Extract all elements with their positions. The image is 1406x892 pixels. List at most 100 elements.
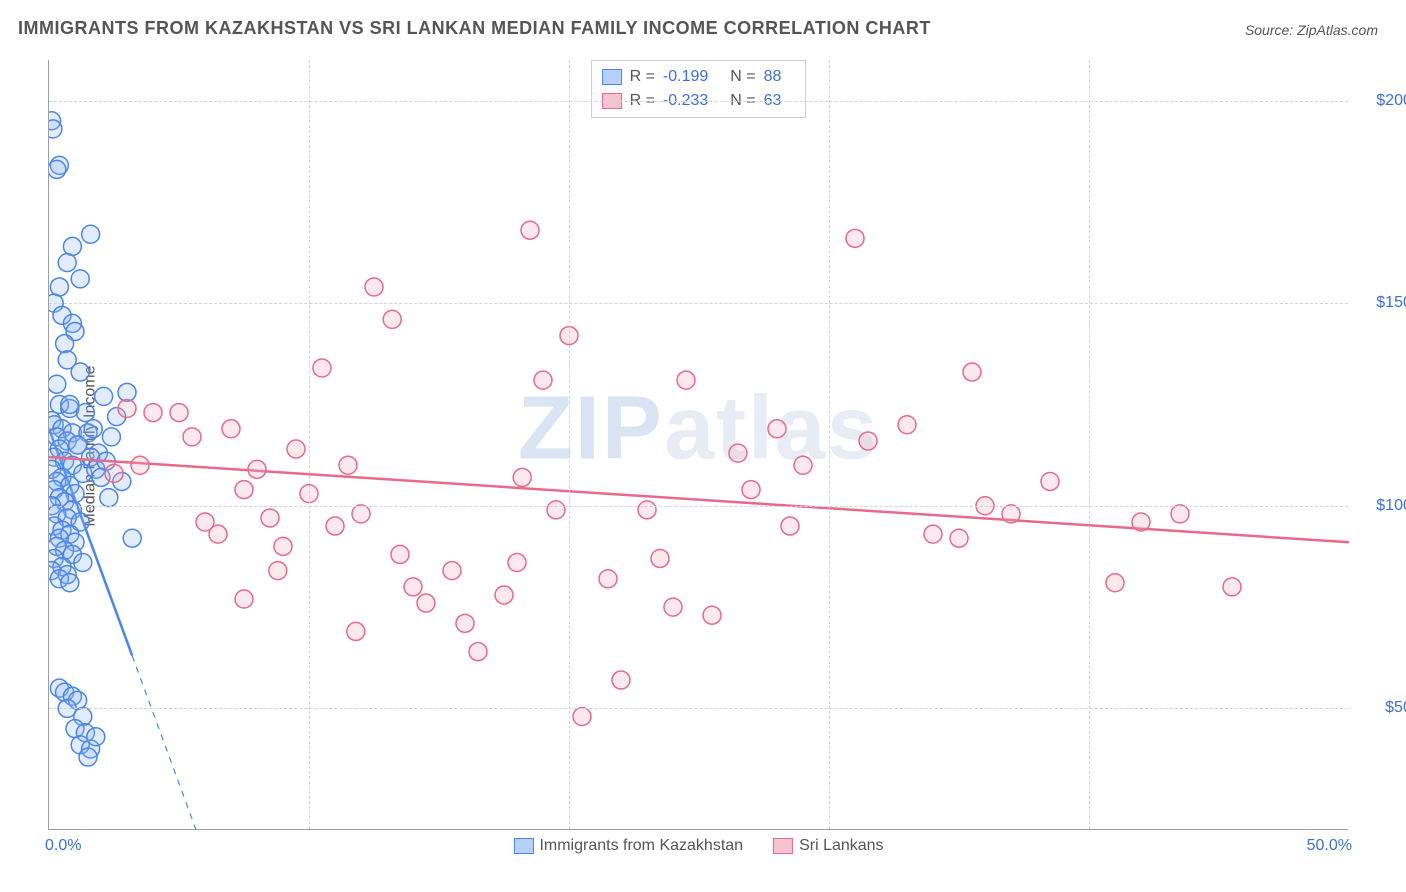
stats-n-label: N = <box>730 65 755 89</box>
y-tick-label: $50,000 <box>1353 699 1406 717</box>
data-point-srilankan <box>456 614 474 632</box>
data-point-srilankan <box>703 606 721 624</box>
legend-label: Sri Lankans <box>799 837 884 854</box>
y-gridline <box>49 303 1348 304</box>
data-point-srilankan <box>1041 472 1059 490</box>
chart-container: IMMIGRANTS FROM KAZAKHSTAN VS SRI LANKAN… <box>0 0 1406 892</box>
data-point-srilankan <box>383 310 401 328</box>
data-point-srilankan <box>612 671 630 689</box>
data-point-srilankan <box>118 400 136 418</box>
stats-swatch <box>602 69 622 85</box>
data-point-kazakhstan <box>56 335 74 353</box>
data-point-srilankan <box>1171 505 1189 523</box>
data-point-kazakhstan <box>102 428 120 446</box>
data-point-srilankan <box>794 456 812 474</box>
data-point-srilankan <box>508 554 526 572</box>
data-point-srilankan <box>222 420 240 438</box>
data-point-srilankan <box>209 525 227 543</box>
data-point-srilankan <box>391 545 409 563</box>
data-point-kazakhstan <box>50 278 68 296</box>
data-point-srilankan <box>269 562 287 580</box>
data-point-srilankan <box>248 460 266 478</box>
correlation-stats-box: R =-0.199N =88R =-0.233N =63 <box>591 60 807 118</box>
data-point-srilankan <box>404 578 422 596</box>
data-point-kazakhstan <box>49 375 66 393</box>
data-point-kazakhstan <box>63 237 81 255</box>
data-point-srilankan <box>144 404 162 422</box>
data-point-srilankan <box>513 468 531 486</box>
x-tick-max: 50.0% <box>1307 837 1352 855</box>
data-point-srilankan <box>352 505 370 523</box>
data-point-kazakhstan <box>61 574 79 592</box>
data-point-srilankan <box>313 359 331 377</box>
data-point-srilankan <box>495 586 513 604</box>
data-point-srilankan <box>924 525 942 543</box>
data-point-srilankan <box>1106 574 1124 592</box>
chart-title: IMMIGRANTS FROM KAZAKHSTAN VS SRI LANKAN… <box>18 18 931 39</box>
data-point-srilankan <box>235 481 253 499</box>
data-point-srilankan <box>898 416 916 434</box>
y-gridline <box>49 708 1348 709</box>
data-point-kazakhstan <box>49 120 62 138</box>
data-point-srilankan <box>417 594 435 612</box>
stats-r-label: R = <box>630 65 655 89</box>
source-attribution: Source: ZipAtlas.com <box>1245 22 1378 38</box>
data-point-srilankan <box>950 529 968 547</box>
data-point-srilankan <box>859 432 877 450</box>
data-point-srilankan <box>261 509 279 527</box>
data-point-srilankan <box>664 598 682 616</box>
data-point-kazakhstan <box>87 728 105 746</box>
data-point-srilankan <box>183 428 201 446</box>
trend-line-srilankan <box>49 457 1349 542</box>
data-point-srilankan <box>469 643 487 661</box>
x-gridline <box>309 60 310 829</box>
data-point-kazakhstan <box>74 554 92 572</box>
legend-swatch <box>773 838 793 854</box>
legend-item-kazakhstan: Immigrants from Kazakhstan <box>513 837 743 855</box>
y-gridline <box>49 506 1348 507</box>
data-point-srilankan <box>768 420 786 438</box>
legend-item-srilankan: Sri Lankans <box>773 837 884 855</box>
trend-line-dashed-kazakhstan <box>132 656 196 830</box>
data-point-srilankan <box>274 537 292 555</box>
data-point-srilankan <box>729 444 747 462</box>
data-point-srilankan <box>339 456 357 474</box>
data-point-srilankan <box>651 549 669 567</box>
y-tick-label: $200,000 <box>1353 92 1406 110</box>
plot-svg <box>49 60 1349 830</box>
data-point-kazakhstan <box>79 748 97 766</box>
data-point-srilankan <box>599 570 617 588</box>
data-point-srilankan <box>365 278 383 296</box>
data-point-srilankan <box>677 371 695 389</box>
data-point-kazakhstan <box>84 420 102 438</box>
x-gridline <box>569 60 570 829</box>
series-legend: Immigrants from Kazakhstan Sri Lankans <box>513 837 883 855</box>
x-tick-min: 0.0% <box>45 837 81 855</box>
data-point-srilankan <box>1132 513 1150 531</box>
data-point-kazakhstan <box>71 363 89 381</box>
y-gridline <box>49 101 1348 102</box>
y-tick-label: $100,000 <box>1353 497 1406 515</box>
data-point-srilankan <box>170 404 188 422</box>
data-point-srilankan <box>742 481 760 499</box>
data-point-srilankan <box>347 622 365 640</box>
data-point-srilankan <box>521 221 539 239</box>
data-point-srilankan <box>781 517 799 535</box>
data-point-srilankan <box>131 456 149 474</box>
data-point-srilankan <box>534 371 552 389</box>
data-point-srilankan <box>963 363 981 381</box>
data-point-kazakhstan <box>100 489 118 507</box>
data-point-srilankan <box>638 501 656 519</box>
data-point-srilankan <box>287 440 305 458</box>
data-point-srilankan <box>1223 578 1241 596</box>
data-point-kazakhstan <box>61 395 79 413</box>
data-point-srilankan <box>573 708 591 726</box>
plot-area: ZIPatlas R =-0.199N =88R =-0.233N =63 0.… <box>48 60 1348 830</box>
legend-swatch <box>513 838 533 854</box>
data-point-kazakhstan <box>118 383 136 401</box>
stats-r-value: -0.199 <box>663 65 708 89</box>
x-gridline <box>829 60 830 829</box>
data-point-srilankan <box>846 229 864 247</box>
data-point-kazakhstan <box>123 529 141 547</box>
data-point-srilankan <box>235 590 253 608</box>
